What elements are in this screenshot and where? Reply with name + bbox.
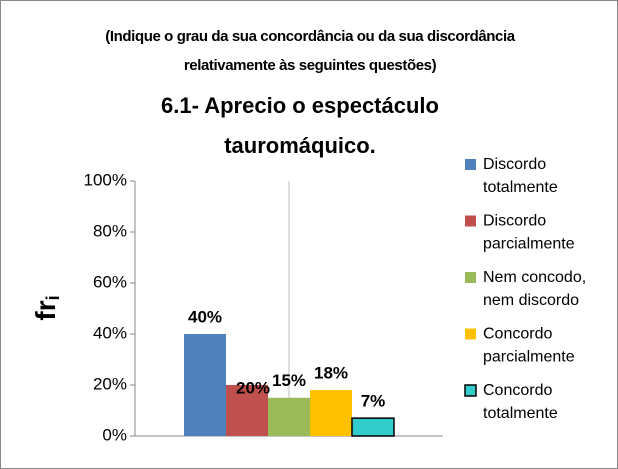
y-axis-label: fri xyxy=(30,295,62,320)
data-label: 15% xyxy=(272,371,306,390)
legend-swatch xyxy=(465,272,476,283)
y-tick-label: 20% xyxy=(93,374,127,393)
legend-line: Concordo xyxy=(483,382,557,399)
bar xyxy=(226,385,268,436)
y-axis-label-subscript: i xyxy=(43,295,63,300)
bar xyxy=(310,390,352,436)
legend-swatch xyxy=(465,215,476,227)
legend-line: parcialmente xyxy=(483,236,575,253)
data-label: 18% xyxy=(314,364,348,383)
chart-subtitle: (Indique o grau da sua concordância ou d… xyxy=(105,28,515,74)
data-label: 20% xyxy=(236,378,270,397)
legend-line: parcialmente xyxy=(483,349,575,366)
y-tick-label: 40% xyxy=(93,323,127,342)
legend-line: totalmente xyxy=(483,405,558,422)
legend-label: Discordo totalmente xyxy=(483,156,558,196)
bar xyxy=(268,397,310,436)
y-tick-label: 100% xyxy=(84,170,127,189)
legend-swatch xyxy=(464,384,477,397)
legend-line: nem discordo xyxy=(483,292,579,309)
data-label: 7% xyxy=(361,392,386,411)
y-axis-label-main: fr xyxy=(30,300,61,320)
y-tick-label: 80% xyxy=(93,221,127,240)
legend-line: Discordo xyxy=(483,213,551,230)
bar xyxy=(351,417,395,437)
legend-swatch xyxy=(465,328,476,340)
legend-swatch xyxy=(465,159,476,170)
legend-line: totalmente xyxy=(483,179,558,196)
legend-label: Concordo totalmente xyxy=(483,382,558,422)
y-tick-label: 60% xyxy=(93,272,127,291)
legend-line: Concordo xyxy=(483,326,557,343)
legend-label: Concordo parcialmente xyxy=(483,326,575,366)
data-label: 40% xyxy=(188,307,222,326)
chart-title: 6.1- Aprecio o espectáculo tauromáquico. xyxy=(161,93,439,158)
y-tick-label: 0% xyxy=(102,425,127,444)
legend-line: Nem concodo, xyxy=(483,269,591,286)
legend-label: Nem concodo, nem discordo xyxy=(483,269,591,309)
legend-line: Discordo xyxy=(483,156,551,173)
legend-label: Discordo parcialmente xyxy=(483,213,575,253)
bar xyxy=(184,334,226,436)
